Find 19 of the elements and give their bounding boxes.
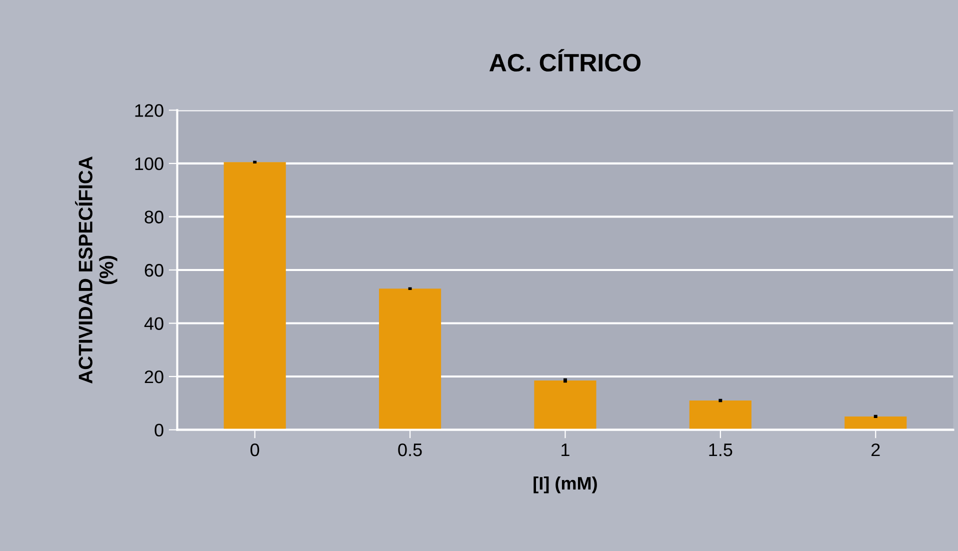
y-axis-title: ACTIVIDAD ESPECÍFICA (%) — [75, 156, 118, 384]
y-tick-label: 60 — [144, 264, 164, 277]
x-axis-title: [I] (mM) — [534, 476, 597, 494]
x-tick-label: 1.5 — [709, 444, 732, 456]
x-tick-label: 2 — [872, 443, 880, 456]
y-tick-label: 0 — [154, 424, 164, 436]
bar — [689, 400, 752, 430]
y-tick-label: 80 — [144, 210, 164, 224]
chart-title: AC. CÍTRICO — [489, 49, 641, 72]
y-tick-label: 40 — [144, 317, 164, 330]
y-tick-label: 20 — [144, 370, 164, 384]
bar — [224, 162, 286, 430]
y-tick-label: 120 — [135, 104, 164, 117]
bar — [378, 288, 442, 430]
x-tick-label: 0.5 — [398, 443, 422, 456]
x-tick-label: 1 — [562, 444, 570, 456]
y-tick-label: 100 — [135, 157, 164, 170]
x-tick-label: 0 — [250, 443, 260, 456]
bar — [534, 380, 596, 430]
